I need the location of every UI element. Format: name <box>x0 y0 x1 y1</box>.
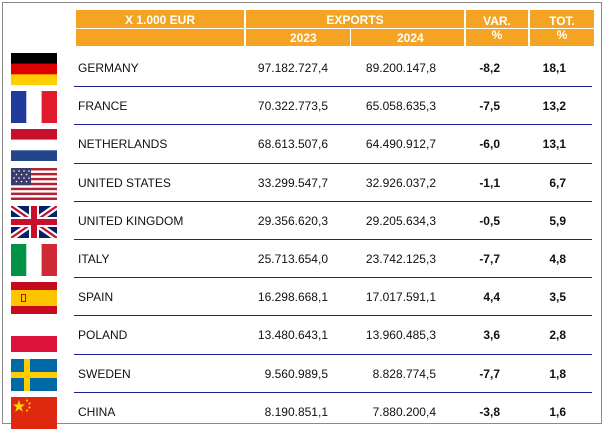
exports-2023: 68.613.507,6 <box>257 137 328 151</box>
country-name: ITALY <box>78 252 110 266</box>
exports-2024: 7.880.200,4 <box>372 405 436 419</box>
total-percent: 3,5 <box>549 290 566 304</box>
total-percent: 13,1 <box>542 137 566 151</box>
total-percent: 13,2 <box>542 99 566 113</box>
exports-2024: 64.490.912,7 <box>365 137 436 151</box>
exports-2023: 8.190.851,1 <box>264 405 328 419</box>
variation-percent: 3,6 <box>483 328 500 342</box>
table-row: SWEDEN 9.560.989,5 8.828.774,5 -7,7 1,8 <box>0 355 606 393</box>
table-frame <box>2 2 602 424</box>
exports-2023: 97.182.727,4 <box>257 61 328 75</box>
row-separator <box>74 239 592 240</box>
table-row: UNITED KINGDOM 29.356.620,3 29.205.634,3 -0… <box>0 202 606 240</box>
country-name: SPAIN <box>78 290 114 304</box>
variation-percent: -8,2 <box>479 61 500 75</box>
exports-2023: 13.480.643,1 <box>257 328 328 342</box>
header-var-unit: % <box>491 28 503 42</box>
row-separator <box>74 354 592 355</box>
variation-percent: -0,5 <box>479 214 500 228</box>
table-row: ITALY 25.713.654,0 23.742.125,3 -7,7 4,8 <box>0 240 606 278</box>
country-name: NETHERLANDS <box>78 137 168 151</box>
total-percent: 1,8 <box>549 367 566 381</box>
header-unit-label: X 1.000 EUR <box>124 13 196 27</box>
total-percent: 18,1 <box>542 61 566 75</box>
table-row: GERMANY 97.182.727,4 89.200.147,8 -8,2 18,1 <box>0 49 606 87</box>
variation-percent: -7,7 <box>479 367 500 381</box>
exports-2024: 89.200.147,8 <box>365 61 436 75</box>
exports-2023: 25.713.654,0 <box>257 252 328 266</box>
italy-flag-icon <box>11 244 57 276</box>
france-flag-icon <box>11 91 57 123</box>
header-tot-label: TOT. <box>549 14 575 28</box>
row-separator <box>74 315 592 316</box>
exports-2024: 65.058.635,3 <box>365 99 436 113</box>
table-row: SPAIN 16.298.668,1 17.017.591,1 4,4 3,5 <box>0 278 606 316</box>
country-name: UNITED KINGDOM <box>78 214 184 228</box>
exports-2023: 70.322.773,5 <box>257 99 328 113</box>
germany-flag-icon <box>11 53 57 85</box>
china-flag-icon <box>11 397 57 429</box>
header-var-label: VAR. <box>483 14 511 28</box>
variation-percent: 4,4 <box>483 290 500 304</box>
total-percent: 1,6 <box>549 405 566 419</box>
variation-percent: -3,8 <box>479 405 500 419</box>
row-separator <box>74 124 592 125</box>
header-exports-label: EXPORTS <box>326 13 384 27</box>
header-year-2024: 2024 <box>397 31 424 45</box>
row-separator <box>74 392 592 393</box>
country-name: FRANCE <box>78 99 128 113</box>
netherlands-flag-icon <box>11 129 57 161</box>
exports-2024: 29.205.634,3 <box>365 214 436 228</box>
row-separator <box>74 277 592 278</box>
exports-2024: 32.926.037,2 <box>365 176 436 190</box>
country-name: CHINA <box>78 405 116 419</box>
header-divider <box>76 28 594 29</box>
exports-2024: 13.960.485,3 <box>365 328 436 342</box>
country-name: UNITED STATES <box>78 176 171 190</box>
total-percent: 2,8 <box>549 328 566 342</box>
exports-2024: 23.742.125,3 <box>365 252 436 266</box>
variation-percent: -7,5 <box>479 99 500 113</box>
header-year-2023: 2023 <box>290 31 317 45</box>
variation-percent: -1,1 <box>479 176 500 190</box>
country-name: SWEDEN <box>78 367 131 381</box>
table-row: CHINA 8.190.851,1 7.880.200,4 -3,8 1,6 <box>0 393 606 431</box>
total-percent: 6,7 <box>549 176 566 190</box>
row-separator <box>74 86 592 87</box>
total-percent: 4,8 <box>549 252 566 266</box>
table-row: FRANCE 70.322.773,5 65.058.635,3 -7,5 13,2 <box>0 87 606 125</box>
total-percent: 5,9 <box>549 214 566 228</box>
spain-flag-icon <box>11 282 57 314</box>
table-row: UNITED STATES 33.299.547,7 32.926.037,2 -1,… <box>0 164 606 202</box>
variation-percent: -7,7 <box>479 252 500 266</box>
exports-2023: 29.356.620,3 <box>257 214 328 228</box>
row-separator <box>74 163 592 164</box>
exports-2023: 16.298.668,1 <box>257 290 328 304</box>
row-separator <box>74 201 592 202</box>
variation-percent: -6,0 <box>479 137 500 151</box>
table-row: POLAND 13.480.643,1 13.960.485,3 3,6 2,8 <box>0 316 606 354</box>
exports-2023: 9.560.989,5 <box>264 367 328 381</box>
exports-2024: 17.017.591,1 <box>365 290 436 304</box>
usa-flag-icon <box>11 168 57 200</box>
country-name: GERMANY <box>78 61 139 75</box>
poland-flag-icon <box>11 320 57 352</box>
exports-2024: 8.828.774,5 <box>372 367 436 381</box>
header-col-divider <box>350 28 351 46</box>
header-tot-unit: % <box>556 28 568 42</box>
sweden-flag-icon <box>11 359 57 391</box>
uk-flag-icon <box>11 206 57 238</box>
country-name: POLAND <box>78 328 128 342</box>
table-row: NETHERLANDS 68.613.507,6 64.490.912,7 -6,0 1… <box>0 125 606 163</box>
exports-2023: 33.299.547,7 <box>257 176 328 190</box>
